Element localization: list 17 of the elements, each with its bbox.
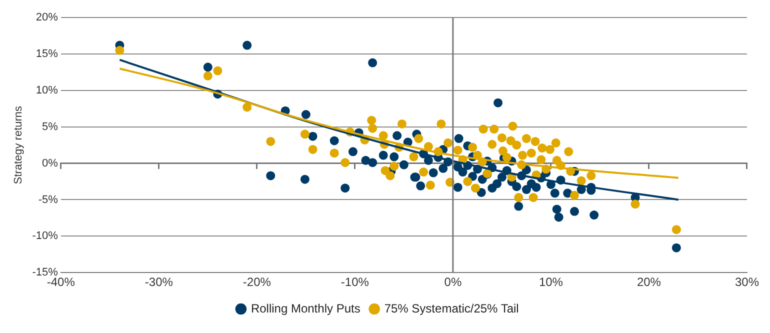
y-tick-label: 0% [42,157,58,170]
y-tick-label: -5% [38,194,58,206]
y-tick-label: 15% [36,48,58,60]
legend-label: 75% Systematic/25% Tail [384,301,519,316]
y-axis-title: Strategy returns [12,105,25,184]
x-tick-label: -20% [242,275,272,290]
y-tick-label: -10% [32,230,58,242]
legend-label: Rolling Monthly Puts [250,301,360,316]
x-tick-label: 20% [636,275,662,290]
x-tick-label: 0% [444,275,462,290]
x-tick-label: 10% [538,275,564,290]
x-tick-label: -30% [144,275,174,290]
x-tick-label: 30% [734,275,760,290]
x-tick-label: -10% [340,275,370,290]
y-tick-label: 5% [42,120,58,133]
y-tick-label: 10% [36,84,58,96]
y-tick-label: 20% [36,12,58,24]
